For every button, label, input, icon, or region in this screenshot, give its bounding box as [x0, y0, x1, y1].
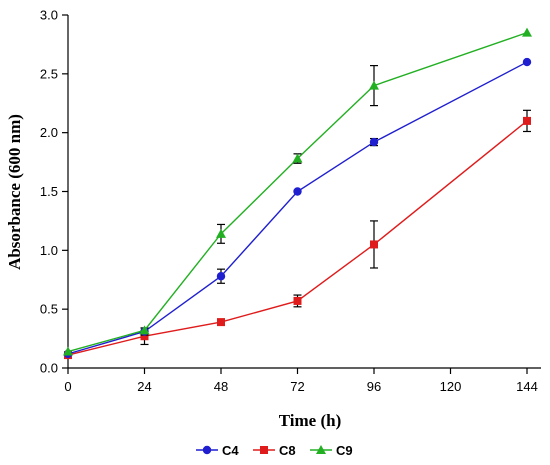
legend-marker	[202, 445, 212, 455]
y-tick-label: 0.0	[40, 361, 58, 376]
series-layer	[63, 27, 532, 360]
y-tick-label: 0.5	[40, 302, 58, 317]
series-c9	[63, 27, 532, 356]
x-tick-label: 96	[367, 379, 381, 394]
data-point-c4	[369, 137, 379, 147]
data-point-c8	[370, 240, 378, 249]
legend-item-c9: C9	[310, 443, 353, 458]
legend-label: C8	[279, 443, 296, 458]
x-tick-label: 24	[137, 379, 151, 394]
data-point-c9	[292, 153, 303, 163]
legend-marker	[260, 446, 268, 454]
legend-label: C9	[336, 443, 353, 458]
legend-label: C4	[222, 443, 239, 458]
y-tick-label: 1.5	[40, 184, 58, 199]
data-point-c4	[522, 57, 532, 67]
y-axis-title: Absorbance (600 nm)	[5, 114, 24, 270]
legend-item-c8: C8	[253, 443, 296, 458]
x-tick-label: 120	[440, 379, 462, 394]
x-tick-label: 144	[516, 379, 538, 394]
legend-item-c4: C4	[196, 443, 239, 458]
legend: C4 C8 C9	[196, 443, 353, 458]
x-axis-title: Time (h)	[279, 411, 342, 430]
data-point-c4	[216, 272, 226, 281]
data-point-c9	[139, 325, 150, 335]
y-ticks: 0.0 0.5 1.0 1.5 2.0 2.5 3.0	[40, 8, 68, 376]
data-point-c9	[216, 228, 226, 238]
x-tick-label: 72	[290, 379, 304, 394]
y-tick-label: 3.0	[40, 8, 58, 23]
y-tick-label: 2.5	[40, 66, 58, 81]
data-point-c8	[217, 318, 225, 327]
x-ticks: 0 24 48 72 96 120 144	[64, 368, 538, 394]
data-point-c8	[523, 116, 531, 125]
series-line-c4	[67, 61, 528, 355]
x-tick-label: 48	[214, 379, 228, 394]
legend-marker	[316, 445, 326, 454]
data-point-c9	[63, 346, 73, 356]
series-line-c8	[67, 120, 528, 356]
axes	[67, 15, 541, 369]
data-point-c8	[293, 296, 302, 305]
y-tick-label: 2.0	[40, 125, 58, 140]
data-point-c9	[522, 27, 532, 37]
series-c4	[63, 57, 532, 359]
series-line-c9	[67, 31, 528, 353]
data-point-c8	[140, 332, 149, 341]
data-point-c9	[369, 80, 379, 90]
series-c8	[64, 109, 531, 360]
x-tick-label: 0	[64, 379, 71, 394]
y-tick-label: 1.0	[40, 243, 58, 258]
data-point-c4	[293, 187, 302, 196]
